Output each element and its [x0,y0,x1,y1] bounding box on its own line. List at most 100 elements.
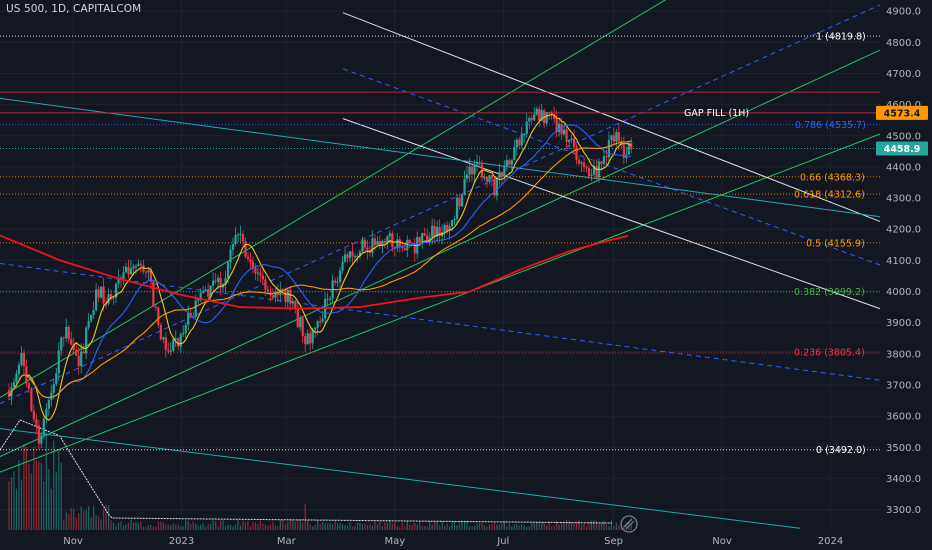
volume-bar [177,524,179,530]
volume-bar [115,525,117,530]
candle-body [602,156,606,164]
price-axis-tick-label: 4900.0 [886,7,921,18]
candle-body [20,352,23,365]
candle-body [27,383,31,389]
price-axis[interactable]: 3300.0 3400.0 3500.0 3600.0 3700.0 3800.0 3900… [880,0,932,550]
volume-bar [536,522,538,530]
volume-bar [603,520,605,530]
candle-body [388,233,391,237]
volume-bar [312,526,314,530]
candle-body [127,266,130,275]
candle-body [286,289,289,302]
candle-body [378,241,381,246]
volume-bar [501,523,503,530]
time-axis-tick-label: May [384,536,405,547]
volume-bar [105,504,107,530]
volume-bar [531,522,533,530]
candle-body [575,147,578,161]
candle-body [114,283,118,298]
volume-bar [215,521,217,530]
volume-bar [200,524,202,530]
candle-body [231,243,235,250]
volume-bar [526,526,528,530]
volume-bar [137,522,140,530]
candle-body [256,272,260,274]
volume-bar [18,460,20,530]
candle-body [274,291,277,298]
candle-body [333,280,337,283]
candle-body [102,286,105,304]
volume-bar [192,521,194,530]
volume-bar [217,526,219,530]
candle-body [458,197,461,207]
candle-body [336,281,339,283]
volume-bar [272,521,274,530]
volume-bar [237,520,239,530]
candle-body [523,134,526,136]
volume-bar [227,524,229,530]
volume-bar [219,520,222,530]
volume-bar [533,523,535,530]
candle-body [465,174,469,179]
volume-bar [600,522,603,530]
time-axis[interactable]: Nov 2023 Mar May Jul Sep Nov 2024 [0,530,880,550]
volume-bar [491,524,493,530]
volume-bar [553,525,555,530]
volume-bar [528,526,530,530]
volume-bar [608,525,610,530]
candle-body [149,270,152,282]
candle-body [164,337,167,350]
volume-bar [613,526,615,530]
candle-body [167,349,170,352]
last-price-text: 4458.9 [884,144,921,155]
candle-body [443,224,446,232]
candle-body [152,281,155,307]
green-channel-lower [0,113,932,473]
candle-body [47,399,50,409]
candle-body [214,280,217,282]
candle-body [117,277,120,284]
candle-body [254,267,257,274]
candle-body [525,121,528,135]
volume-bar [386,522,388,530]
volume-bar [439,525,441,530]
volume-bar [30,473,32,530]
time-axis-tick-label: Mar [277,536,297,547]
volume-bar [262,523,264,530]
candle-body [423,233,426,236]
ma-blue-line [8,124,632,399]
volume-bar [496,524,498,530]
candle-body [85,327,88,354]
volume-bar [40,463,42,530]
volume-bar [334,520,336,530]
candle-body [182,332,185,335]
candle-body [251,261,255,268]
volume-bar [162,522,164,530]
volume-bar [541,522,543,530]
candle-body [577,160,581,164]
volume-bar [299,520,301,530]
candle-body [483,177,486,179]
volume-bar [414,523,416,530]
candle-body [627,142,630,155]
candle-body [281,289,284,291]
candle-body [570,138,573,141]
candle-body [12,382,16,387]
candle-body [473,164,476,175]
volume-bar [307,520,309,530]
volume-bar [508,523,510,530]
volume-bar [585,526,588,530]
volume-bar [371,525,374,530]
candle-body [179,334,182,347]
volume-bar [419,521,421,530]
candle-body [194,300,197,317]
volume-bar [190,524,192,530]
volume-bar [107,505,110,530]
volume-bar [88,506,90,530]
volume-bar [55,471,57,530]
volume-bar [140,521,142,530]
candle-body [366,247,369,252]
volume-bar [150,525,152,530]
volume-bar [364,524,366,530]
